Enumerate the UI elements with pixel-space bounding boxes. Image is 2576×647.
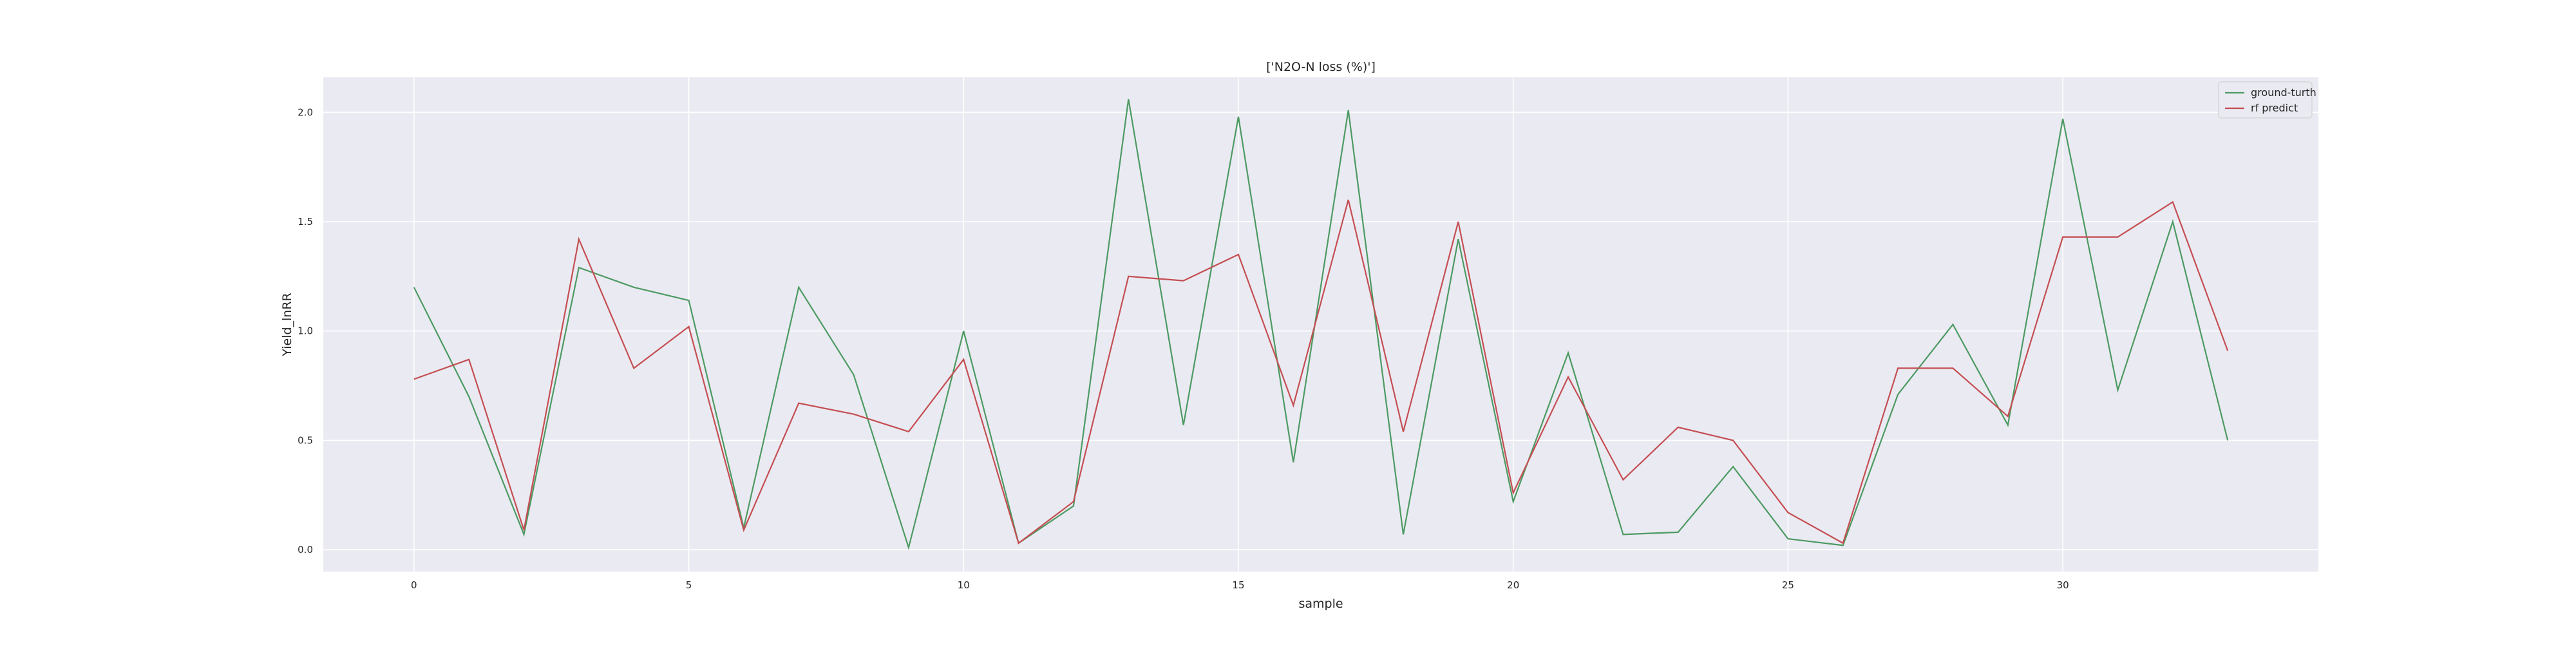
series-line-ground-turth xyxy=(413,99,2229,550)
x-axis-tick-labels: 0 5 10 15 20 25 30 xyxy=(411,579,2069,591)
y-axis-title: Yield_lnRR xyxy=(280,293,294,356)
y-gridlines xyxy=(323,111,2318,550)
legend-label: rf predict xyxy=(2251,102,2298,114)
plot-area xyxy=(323,77,2318,572)
y-tick-label: 0.5 xyxy=(298,434,313,446)
legend: ground-turth rf predict xyxy=(2218,81,2316,119)
x-axis-title: sample xyxy=(1298,597,1343,611)
x-gridlines xyxy=(413,77,2063,572)
x-tick-label: 20 xyxy=(1507,579,1519,591)
chart-title: ['N2O-N loss (%)'] xyxy=(1266,60,1376,74)
x-tick-label: 25 xyxy=(1782,579,1794,591)
series-lines xyxy=(413,99,2229,550)
x-tick-label: 0 xyxy=(411,579,417,591)
x-tick-label: 30 xyxy=(2057,579,2069,591)
legend-label: ground-turth xyxy=(2251,86,2316,99)
y-tick-label: 1.0 xyxy=(298,325,313,337)
x-tick-label: 15 xyxy=(1232,579,1244,591)
x-tick-label: 10 xyxy=(958,579,970,591)
x-tick-label: 5 xyxy=(686,579,692,591)
series-line-rf-predict xyxy=(413,199,2229,545)
y-tick-label: 0.0 xyxy=(298,544,313,555)
y-tick-label: 2.0 xyxy=(298,106,313,118)
y-axis-tick-labels: 0.0 0.5 1.0 1.5 2.0 xyxy=(298,106,313,555)
y-tick-label: 1.5 xyxy=(298,216,313,227)
